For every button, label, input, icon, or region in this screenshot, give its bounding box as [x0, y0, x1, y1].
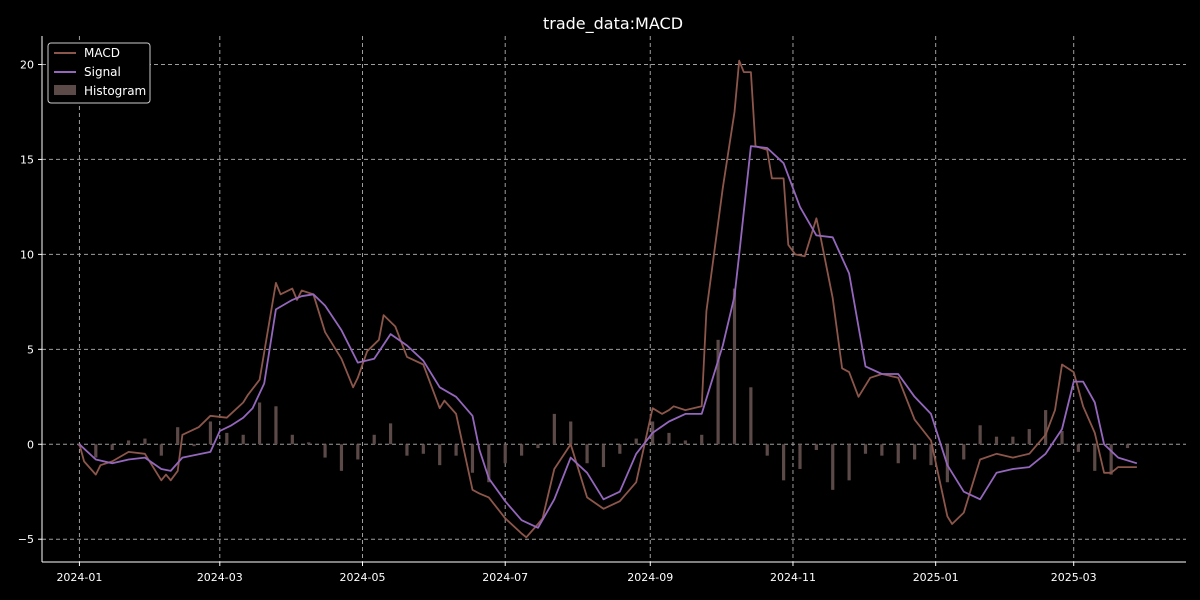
legend-macd-label: MACD [84, 46, 120, 60]
histogram-bar [307, 442, 311, 445]
histogram-bar [798, 444, 802, 469]
histogram-bar [388, 423, 393, 445]
histogram-bar [208, 421, 213, 445]
histogram-bar [847, 444, 851, 481]
histogram-bar [487, 444, 491, 483]
histogram-bar [929, 444, 933, 466]
histogram-bar [913, 444, 917, 460]
histogram-bar [601, 444, 606, 468]
histogram-bar [634, 438, 638, 445]
histogram-bar [536, 444, 540, 449]
histogram-bar [1011, 436, 1015, 445]
x-tick-label: 2024-09 [627, 571, 673, 584]
histogram-bar [732, 288, 737, 445]
y-tick-label: 0 [27, 438, 34, 451]
histogram-bars [77, 288, 1130, 490]
histogram-bar [585, 444, 589, 464]
x-axis-ticks: 2024-01 2024-03 2024-05 2024-07 2024-09 2024-… [56, 562, 1097, 584]
macd-line [78, 59, 1137, 539]
histogram-bar [700, 434, 704, 445]
histogram-bar [831, 444, 835, 490]
histogram-bar [94, 444, 98, 458]
y-tick-label: 10 [20, 248, 34, 261]
y-tick-label: −5 [18, 533, 34, 546]
histogram-bar [176, 427, 180, 445]
histogram-bar [896, 444, 900, 464]
histogram-bar [405, 444, 409, 456]
y-tick-label: 15 [20, 153, 34, 166]
histogram-bar [782, 444, 786, 481]
histogram-bar [569, 421, 573, 445]
histogram-bar [356, 444, 360, 460]
histogram-bar [962, 444, 966, 460]
histogram-bar [1044, 410, 1048, 445]
histogram-bar [1109, 444, 1113, 475]
histogram-bar [749, 387, 753, 445]
x-tick-label: 2024-05 [340, 571, 386, 584]
legend-signal-label: Signal [84, 65, 121, 79]
histogram-bar [421, 444, 425, 454]
histogram-bar [618, 444, 622, 454]
histogram-bar [143, 438, 147, 445]
histogram-bar [1076, 444, 1080, 452]
histogram-bar [1027, 429, 1031, 445]
histogram-bar [994, 436, 999, 445]
histogram-bar [290, 434, 294, 445]
histogram-bar [552, 413, 556, 445]
histogram-bar [814, 444, 818, 450]
legend-histogram-label: Histogram [84, 84, 146, 98]
histogram-bar [372, 434, 376, 445]
chart-title: trade_data:MACD [543, 14, 683, 34]
histogram-bar [274, 406, 278, 445]
histogram-bar [192, 444, 196, 447]
histogram-bar [863, 444, 868, 454]
histogram-bar [126, 440, 131, 445]
x-tick-label: 2024-01 [56, 571, 102, 584]
histogram-bar [339, 444, 344, 471]
legend-histogram-swatch [54, 85, 76, 95]
histogram-bar [1125, 444, 1130, 449]
histogram-bar [880, 444, 884, 456]
histogram-bar [470, 444, 475, 473]
x-tick-label: 2024-07 [482, 571, 528, 584]
histogram-bar [438, 444, 442, 466]
x-tick-label: 2024-11 [770, 571, 816, 584]
histogram-bar [716, 339, 720, 445]
histogram-bar [257, 402, 262, 445]
y-axis-ticks: −5 0 5 10 15 20 [18, 58, 42, 546]
histogram-bar [225, 432, 229, 445]
axes [41, 36, 1186, 563]
histogram-bar [159, 444, 163, 456]
series-lines [78, 59, 1138, 539]
histogram-bar [1060, 430, 1064, 445]
histogram-bar [454, 444, 458, 456]
histogram-bar [241, 434, 245, 445]
histogram-bar [765, 444, 769, 456]
histogram-bar [323, 444, 327, 458]
histogram-bar [519, 444, 524, 456]
x-tick-label: 2024-03 [197, 571, 243, 584]
histogram-bar [667, 432, 671, 445]
histogram-bar [110, 444, 114, 450]
legend: MACD Signal Histogram [47, 42, 151, 104]
x-tick-label: 2025-03 [1051, 571, 1097, 584]
histogram-bar [683, 440, 687, 445]
histogram-bar [1093, 444, 1097, 471]
y-tick-label: 5 [27, 343, 34, 356]
x-tick-label: 2025-01 [913, 571, 959, 584]
y-tick-label: 20 [20, 58, 34, 71]
histogram-bar [503, 444, 507, 464]
histogram-bar [978, 425, 982, 445]
signal-line [78, 145, 1138, 529]
